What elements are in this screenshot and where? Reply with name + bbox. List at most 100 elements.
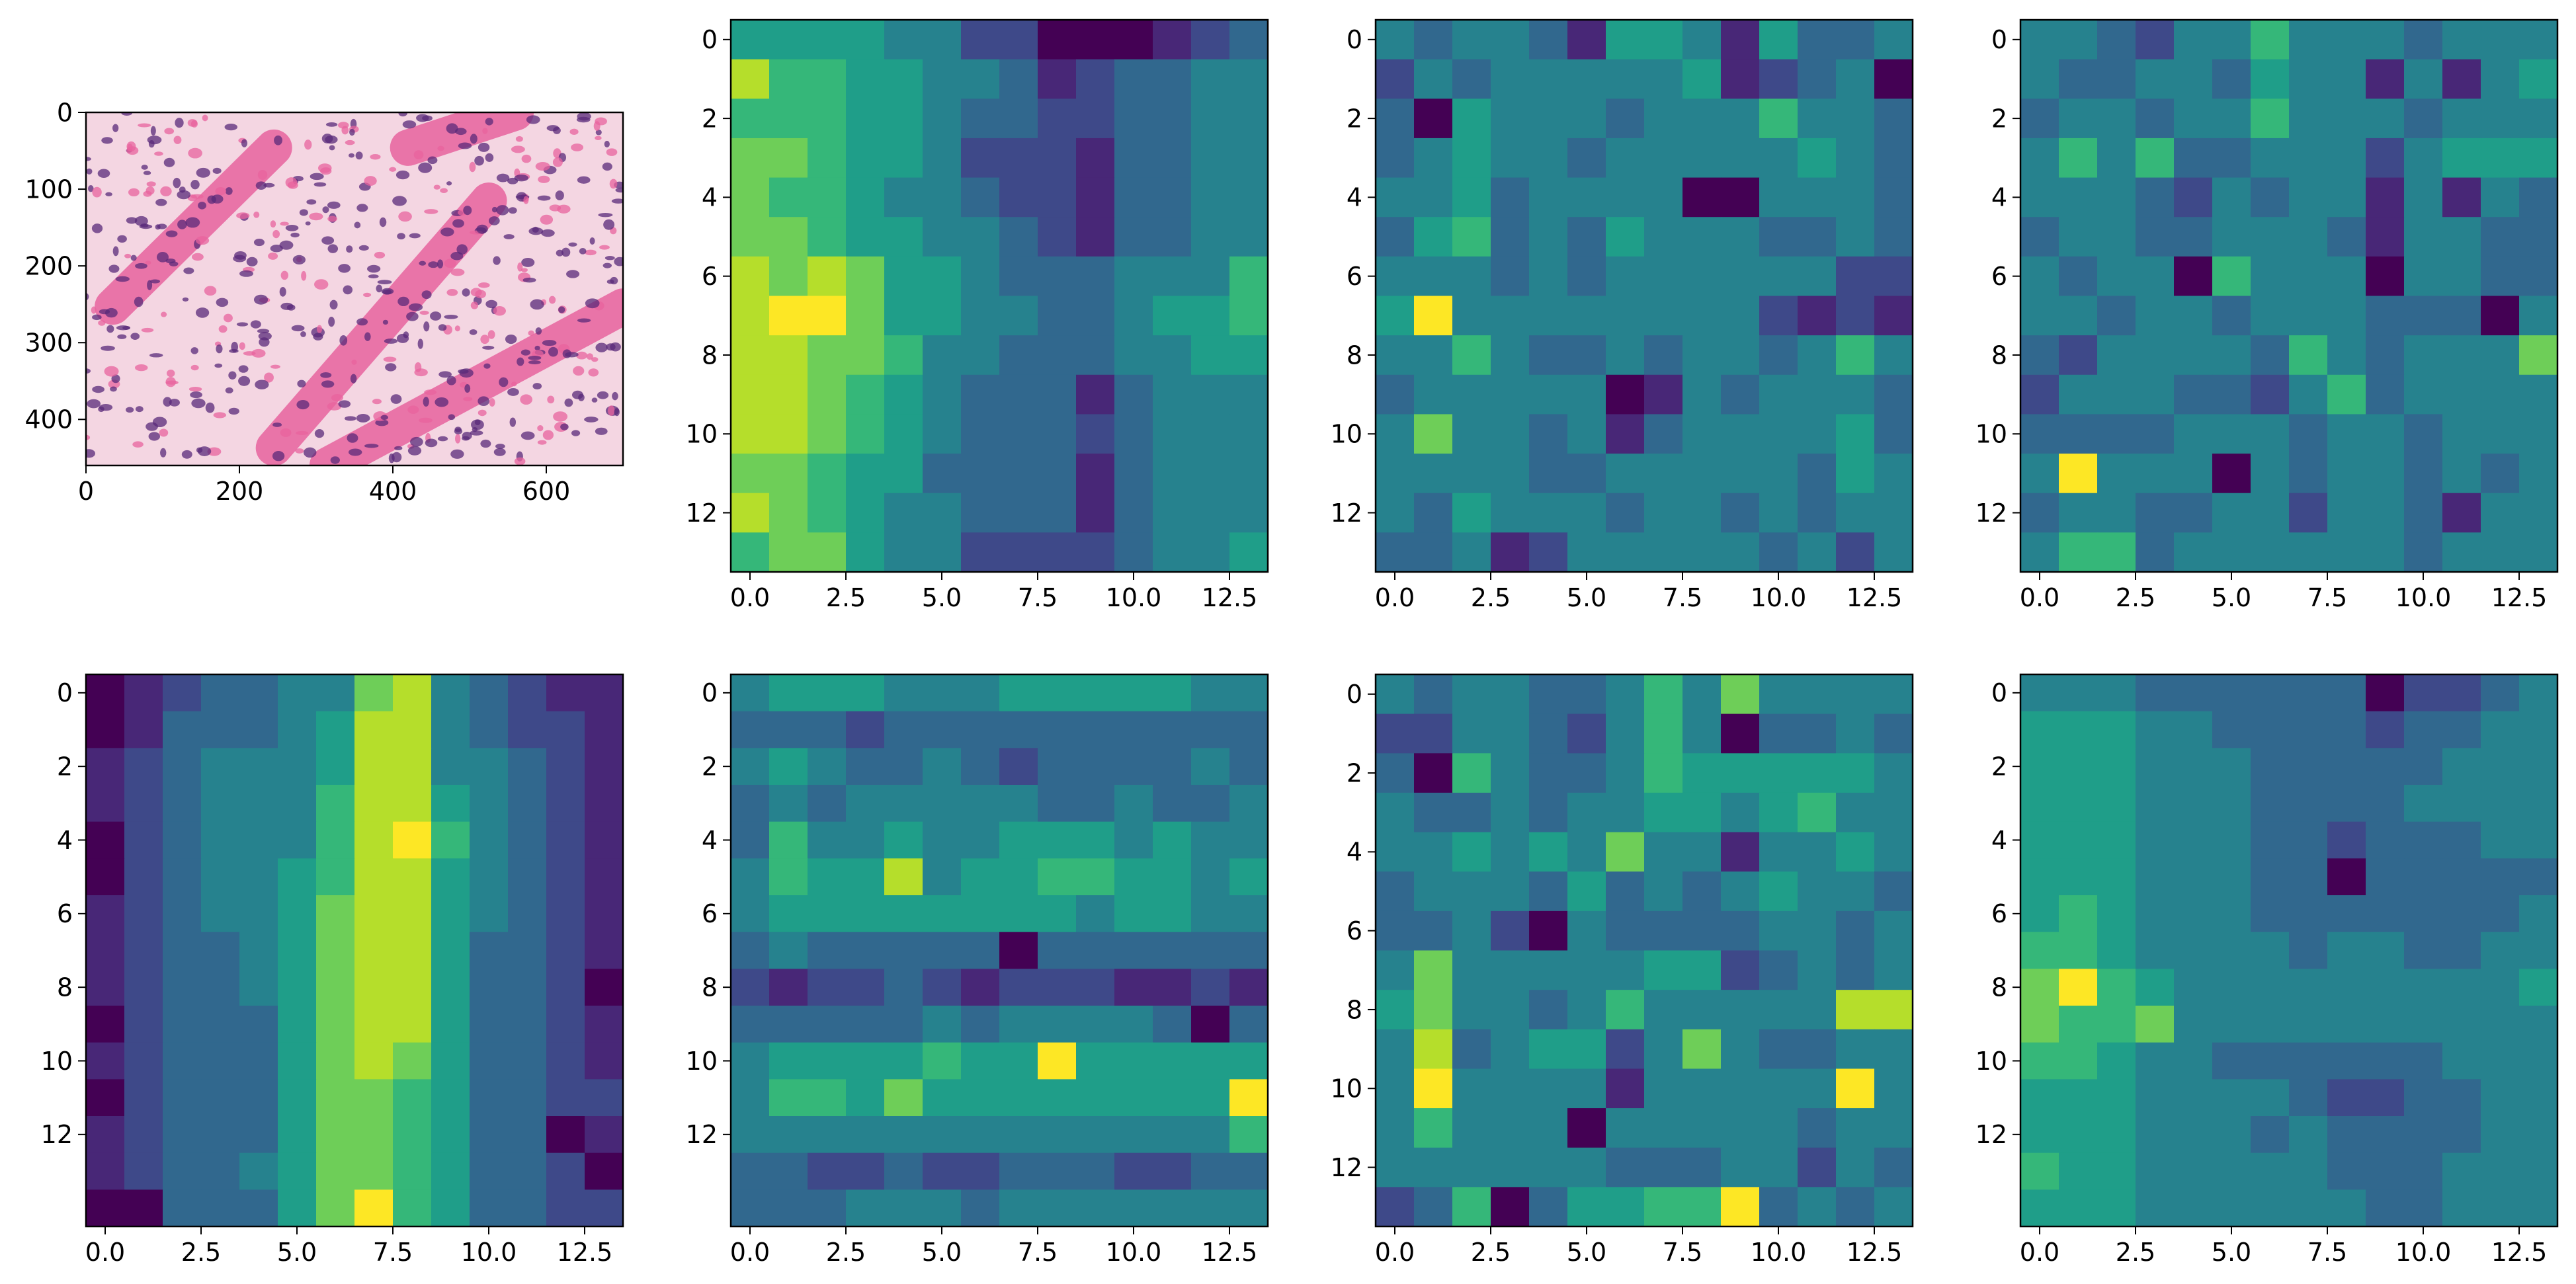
heatmap-cell bbox=[2136, 1006, 2175, 1043]
heatmap-cell bbox=[585, 1079, 624, 1117]
tissue-cell bbox=[561, 247, 571, 257]
heatmap-cell bbox=[2212, 374, 2251, 415]
x-tick-label: 0.0 bbox=[1375, 583, 1415, 612]
heatmap-cell bbox=[1491, 1029, 1530, 1070]
x-tick-label: 200 bbox=[216, 477, 264, 506]
tissue-cell bbox=[163, 157, 175, 167]
heatmap-cell bbox=[278, 821, 317, 859]
heatmap-cell bbox=[1798, 20, 1837, 60]
heatmap-cell bbox=[278, 969, 317, 1006]
heatmap-cell bbox=[1452, 990, 1491, 1030]
heatmap-cell bbox=[731, 99, 770, 139]
tissue-cell bbox=[384, 339, 398, 344]
heatmap-cell bbox=[2442, 414, 2481, 454]
tissue-cell bbox=[86, 449, 95, 458]
heatmap-cell bbox=[316, 711, 355, 748]
heatmap-cell bbox=[1376, 990, 1415, 1030]
heatmap-cell bbox=[1798, 1147, 1837, 1187]
tissue-cell bbox=[183, 267, 194, 274]
tissue-cell bbox=[239, 342, 245, 350]
heatmap-cell bbox=[2174, 296, 2213, 336]
y-tick-label: 4 bbox=[1991, 826, 2007, 855]
heatmap-cell bbox=[1114, 177, 1153, 218]
heatmap-cell bbox=[316, 1006, 355, 1043]
x-tick-label: 0.0 bbox=[85, 1238, 125, 1267]
heatmap-cell bbox=[1606, 177, 1645, 218]
heatmap-cell bbox=[163, 858, 202, 896]
heatmap-cell bbox=[2174, 1006, 2213, 1043]
x-tick-label: 5.0 bbox=[2212, 1238, 2251, 1267]
heatmap-cell bbox=[1376, 414, 1415, 454]
tissue-cell bbox=[122, 325, 131, 330]
tissue-cell bbox=[173, 177, 181, 188]
heatmap-cell bbox=[1076, 1152, 1115, 1190]
tissue-cell bbox=[418, 162, 433, 173]
heatmap-cell bbox=[1229, 256, 1268, 297]
heatmap-cell bbox=[2174, 785, 2213, 823]
heatmap-cell bbox=[1191, 99, 1230, 139]
heatmap-cell bbox=[1529, 1029, 1568, 1070]
tissue-cell bbox=[329, 300, 338, 310]
heatmap-cell bbox=[1114, 20, 1153, 60]
heatmap-cell bbox=[2136, 532, 2175, 573]
heatmap-cell bbox=[2481, 1006, 2520, 1043]
heatmap-cell bbox=[1376, 493, 1415, 533]
heatmap-cell bbox=[1874, 832, 1913, 872]
tissue-cell bbox=[225, 387, 233, 394]
heatmap-cell bbox=[1076, 1079, 1115, 1117]
heatmap-cell bbox=[431, 969, 470, 1006]
heatmap-cell bbox=[1414, 532, 1453, 573]
tissue-cell bbox=[493, 305, 506, 316]
y-tick-label: 12 bbox=[41, 1120, 73, 1149]
heatmap-cell bbox=[2174, 59, 2213, 99]
heatmap-cell bbox=[431, 1006, 470, 1043]
heatmap-cell bbox=[2289, 296, 2328, 336]
heatmap-cell bbox=[1529, 674, 1568, 715]
heatmap-cell bbox=[1191, 1116, 1230, 1154]
tissue-cell bbox=[177, 190, 191, 200]
x-tick-label: 0.0 bbox=[2020, 583, 2059, 612]
heatmap-cell bbox=[1798, 674, 1837, 715]
image-background bbox=[86, 112, 623, 465]
axes-frame bbox=[1374, 19, 1914, 573]
heatmap-cell bbox=[2020, 256, 2059, 297]
heatmap-cell bbox=[846, 296, 885, 336]
heatmap-cell bbox=[1798, 950, 1837, 990]
heatmap-cell bbox=[1874, 177, 1913, 218]
heatmap-cell bbox=[731, 895, 770, 933]
heatmap-cell bbox=[1191, 414, 1230, 454]
heatmap-cell bbox=[1798, 177, 1837, 218]
tissue-cell bbox=[482, 345, 495, 350]
heatmap-cell bbox=[808, 821, 847, 859]
heatmap-cell bbox=[1836, 217, 1875, 257]
tissue-cell bbox=[138, 123, 151, 128]
heatmap-cell bbox=[1683, 256, 1722, 297]
heatmap-cell bbox=[2289, 454, 2328, 494]
heatmap-cell bbox=[1874, 59, 1913, 99]
heatmap-cell bbox=[1038, 493, 1077, 533]
tissue-cell bbox=[272, 450, 285, 461]
heatmap-cell bbox=[2366, 1042, 2405, 1080]
y-tick-label: 8 bbox=[57, 973, 73, 1002]
heatmap-cell bbox=[2212, 177, 2251, 218]
heatmap-cell bbox=[999, 711, 1038, 748]
tissue-cell bbox=[111, 374, 120, 383]
tissue-cell bbox=[528, 330, 534, 336]
heatmap-cell bbox=[470, 711, 509, 748]
tissue-cell bbox=[117, 235, 127, 243]
heatmap-cell bbox=[1874, 674, 1913, 715]
heatmap-cell bbox=[2327, 177, 2366, 218]
heatmap-cell bbox=[769, 711, 808, 748]
heatmap-cell bbox=[201, 711, 240, 748]
heatmap-cell bbox=[1759, 335, 1798, 376]
heatmap-cell bbox=[1114, 711, 1153, 748]
heatmap-cell bbox=[508, 1116, 547, 1154]
heatmap-cell bbox=[1798, 871, 1837, 912]
y-tick-label: 2 bbox=[1991, 104, 2007, 133]
heatmap-cell bbox=[2327, 493, 2366, 533]
heatmap-cell bbox=[124, 785, 163, 823]
heatmap-cell bbox=[1038, 858, 1077, 896]
heatmap-cell bbox=[2097, 217, 2136, 257]
y-tick-label: 100 bbox=[24, 175, 73, 204]
heatmap-cell bbox=[1529, 1068, 1568, 1109]
